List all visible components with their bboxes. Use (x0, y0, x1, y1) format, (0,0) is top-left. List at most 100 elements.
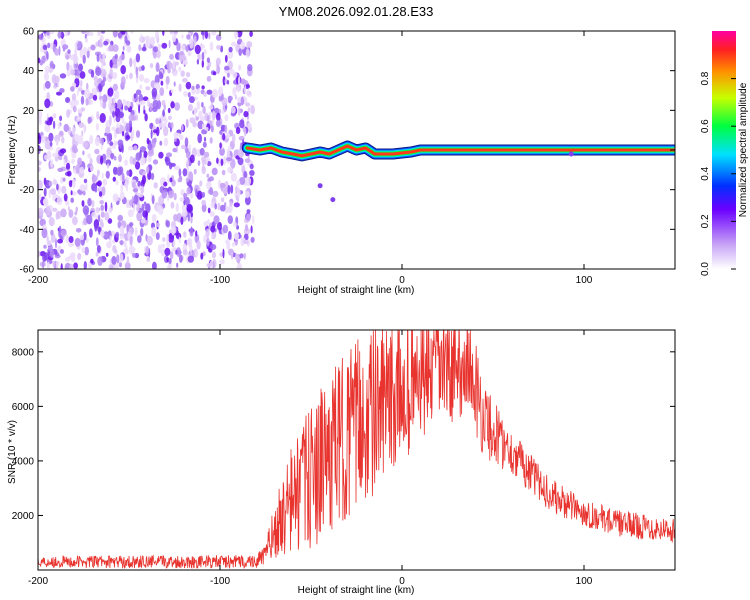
noise-blob (119, 142, 122, 149)
noise-blob (249, 31, 253, 37)
spectrogram-panel: -200 -100 0 100 60 40 20 0 -20 -40 -60 Height of … (7, 27, 676, 296)
snr-frame (37, 329, 676, 571)
noise-blob (227, 95, 233, 101)
noise-blob (143, 150, 148, 158)
spectrogram-y-label: Frequency (Hz) (7, 116, 18, 185)
noise-blob (203, 151, 210, 158)
noise-blob (211, 31, 217, 36)
stray-point (317, 183, 323, 189)
noise-blob (198, 110, 203, 120)
noise-blob (224, 54, 228, 63)
noise-blob (167, 195, 170, 202)
noise-blob (238, 48, 242, 56)
noise-blob (57, 167, 64, 172)
colorbar-label: Normalized spectral amplitude (738, 82, 749, 217)
noise-blob (89, 157, 93, 165)
noise-blob (213, 215, 220, 225)
noise-blob (56, 196, 63, 206)
noise-blob (68, 242, 75, 247)
noise-blob (212, 71, 217, 76)
noise-blob (87, 116, 91, 124)
noise-blob (101, 62, 104, 72)
noise-blob (94, 148, 100, 155)
noise-blob (132, 252, 136, 258)
noise-blob (78, 190, 83, 196)
noise-blob (65, 54, 69, 60)
noise-blob (245, 102, 251, 107)
noise-blob (163, 104, 166, 111)
noise-blob (185, 45, 189, 52)
noise-blob (153, 182, 158, 189)
noise-blob (177, 178, 182, 183)
noise-blob (206, 263, 212, 268)
noise-blob (59, 88, 65, 93)
noise-blob (180, 144, 187, 150)
noise-blob (94, 222, 98, 232)
noise-blob (75, 228, 82, 233)
noise-blob (60, 229, 67, 237)
noise-blob (102, 159, 107, 164)
noise-blob (239, 144, 243, 151)
noise-blob (244, 158, 251, 163)
noise-blob (189, 154, 195, 164)
noise-blob (62, 177, 66, 182)
noise-blob (140, 33, 143, 44)
noise-blob (66, 70, 71, 77)
noise-blob (206, 181, 212, 190)
noise-blob (162, 31, 165, 36)
noise-blob (95, 206, 100, 214)
noise-blob (113, 156, 117, 161)
noise-blob (236, 225, 240, 230)
noise-blob (239, 253, 244, 259)
noise-blob (166, 152, 172, 158)
noise-blob (65, 97, 71, 103)
noise-blob (72, 105, 77, 113)
noise-blob (180, 216, 184, 225)
snr-x-label: Height of straight line (km) (298, 585, 415, 596)
x-tick-label: -100 (210, 576, 230, 587)
noise-blob (176, 42, 181, 52)
noise-blob (105, 252, 109, 257)
noise-blob (140, 185, 145, 194)
noise-blob (199, 180, 203, 187)
noise-blob (142, 175, 146, 185)
noise-blob (163, 181, 168, 187)
noise-blob (79, 166, 85, 174)
noise-blob (42, 44, 48, 50)
noise-blob (225, 239, 230, 244)
noise-blob (133, 93, 137, 99)
noise-blob (145, 86, 151, 91)
noise-blob (197, 160, 201, 166)
snr-series-line (38, 330, 675, 570)
noise-blob (214, 203, 217, 210)
x-tick-label: 0 (399, 275, 405, 286)
noise-blob (156, 49, 161, 59)
noise-blob (139, 84, 143, 90)
noise-blob (210, 202, 216, 209)
noise-blob (193, 168, 197, 175)
noise-blob (149, 63, 154, 69)
noise-blob (243, 252, 246, 260)
spectrogram-y-ticks: 60 40 20 0 -20 -40 -60 (20, 27, 675, 276)
noise-blob (237, 157, 244, 166)
noise-blob (127, 231, 131, 241)
noise-blob (44, 154, 49, 161)
noise-blob (48, 132, 54, 142)
noise-blob (188, 171, 194, 181)
colorbar-tick-label: 0.0 (700, 262, 711, 276)
noise-blob (244, 224, 249, 232)
noise-blob (227, 166, 233, 174)
noise-blob (201, 51, 205, 61)
noise-blob (158, 205, 164, 216)
noise-blob (84, 38, 89, 43)
noise-blob (48, 180, 53, 187)
noise-blob (207, 207, 211, 214)
noise-blob (215, 119, 221, 127)
noise-blob (96, 53, 100, 62)
noise-blob (123, 240, 127, 248)
noise-blob (62, 47, 66, 52)
y-tick-label: -20 (20, 185, 35, 196)
noise-blob (120, 76, 126, 86)
noise-blob (120, 183, 124, 193)
noise-blob (147, 143, 153, 151)
